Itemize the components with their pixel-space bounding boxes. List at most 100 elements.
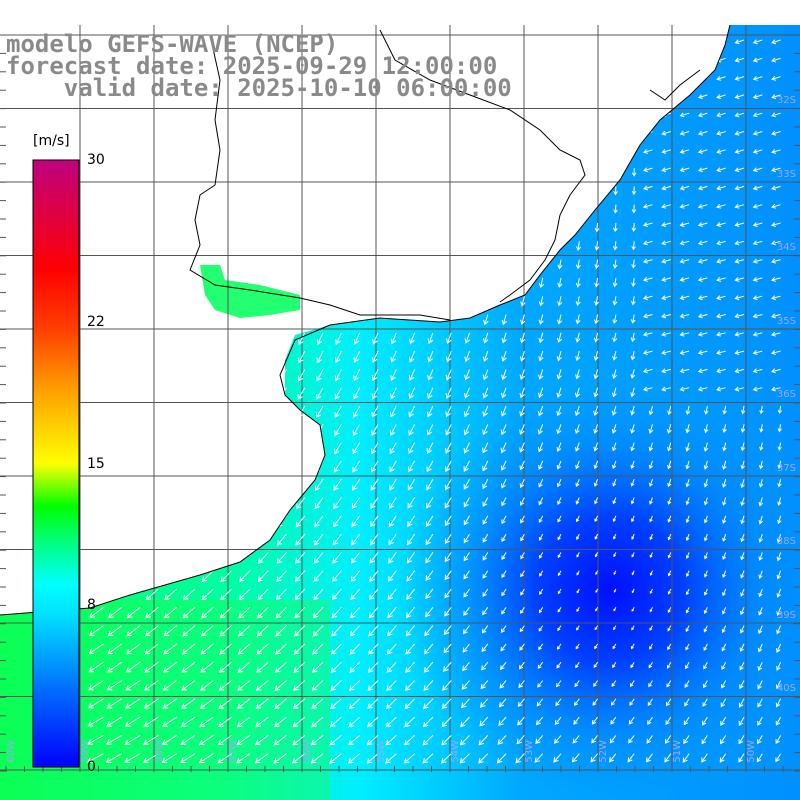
wind-arrow: [631, 588, 635, 594]
wind-arrow: [182, 625, 196, 637]
wind-arrow: [236, 734, 251, 746]
wind-arrow: [628, 735, 635, 744]
wind-arrow: [661, 368, 671, 374]
wind-arrow: [734, 203, 745, 209]
wind-arrow: [593, 479, 599, 487]
wind-arrow: [775, 735, 782, 745]
wind-arrow: [642, 222, 653, 227]
wind-arrow: [642, 350, 653, 355]
river-plate-estuary: [200, 265, 300, 318]
wind-arrow: [86, 753, 104, 763]
wind-arrow: [348, 735, 361, 746]
wind-arrow: [752, 185, 763, 191]
wind-arrow: [661, 350, 671, 355]
wind-arrow: [685, 607, 690, 614]
wind-arrow: [254, 734, 269, 746]
wind-arrow: [107, 643, 123, 655]
wind-arrow: [716, 222, 726, 227]
wind-arrow: [316, 332, 324, 346]
wind-arrow: [575, 332, 581, 343]
wind-arrow: [722, 588, 727, 597]
wind-arrow: [144, 680, 159, 691]
wind-arrow: [697, 94, 708, 99]
wind-arrow: [463, 588, 470, 598]
wind-arrow: [685, 460, 690, 470]
wind-arrow: [758, 533, 763, 543]
wind-arrow: [630, 643, 635, 650]
wind-arrow: [387, 570, 397, 582]
wind-arrow: [406, 570, 416, 582]
wind-arrow: [679, 112, 690, 118]
wind-arrow: [199, 698, 214, 709]
wind-arrow: [88, 625, 104, 637]
wind-arrow: [537, 424, 544, 435]
wind-arrow: [703, 533, 708, 542]
wind-arrow: [351, 497, 361, 510]
lat-label: 34S: [776, 242, 796, 254]
wind-arrow: [535, 735, 544, 745]
wind-arrow: [257, 552, 269, 565]
wind-arrow: [313, 588, 324, 601]
wind-arrow: [329, 735, 342, 746]
wind-arrow: [630, 661, 635, 669]
wind-arrow: [161, 753, 177, 764]
wind-arrow: [557, 497, 562, 505]
wind-arrow: [348, 680, 361, 692]
wind-arrow: [501, 497, 507, 507]
wind-arrow: [310, 753, 324, 764]
wind-arrow: [613, 607, 617, 612]
wind-arrow: [330, 680, 342, 692]
wind-arrow: [716, 112, 726, 118]
wind-arrow: [481, 643, 489, 653]
wind-arrow: [613, 204, 618, 214]
wind-arrow: [702, 680, 708, 689]
wind-arrow: [613, 186, 618, 196]
wind-arrow: [162, 661, 178, 673]
wind-arrow: [349, 661, 361, 673]
wind-arrow: [220, 570, 232, 583]
lat-label: 32S: [776, 95, 796, 107]
wind-arrow: [520, 296, 526, 307]
wind-arrow: [684, 698, 690, 707]
wind-arrow: [353, 387, 361, 400]
wind-arrow: [648, 405, 654, 416]
wind-arrow: [685, 424, 691, 434]
lon-label: 58W: [154, 740, 165, 763]
wind-arrow: [612, 259, 618, 269]
wind-arrow: [553, 735, 562, 744]
wind-arrow: [576, 552, 580, 558]
wind-arrow: [702, 698, 708, 707]
wind-arrow: [445, 460, 452, 473]
wind-arrow: [256, 606, 269, 619]
wind-arrow: [716, 75, 726, 81]
wind-arrow: [124, 734, 141, 745]
wind-arrow: [556, 442, 562, 453]
wind-arrow: [274, 698, 287, 710]
wind-arrow: [740, 607, 745, 616]
wind-arrow: [630, 314, 636, 324]
wind-arrow: [517, 716, 525, 726]
wind-arrow: [144, 661, 159, 673]
wind-arrow: [368, 588, 379, 601]
lat-label: 36S: [776, 389, 796, 401]
wind-arrow: [479, 698, 489, 708]
wind-arrow: [482, 387, 489, 399]
wind-arrow: [200, 643, 214, 655]
wind-arrow: [612, 369, 617, 380]
wind-arrow: [463, 424, 470, 436]
wind-arrow: [612, 661, 617, 669]
wind-arrow: [440, 753, 452, 764]
wind-arrow: [642, 313, 653, 319]
lon-label: 51W: [672, 740, 683, 763]
wind-arrow: [425, 606, 434, 618]
colorbar: [32, 159, 80, 768]
wind-arrow: [752, 130, 763, 136]
wind-arrow: [482, 424, 489, 436]
wind-arrow: [482, 369, 489, 381]
wind-arrow: [311, 698, 324, 710]
wind-arrow: [180, 698, 196, 709]
wind-arrow: [444, 552, 452, 563]
wind-arrow: [556, 387, 562, 399]
colorbar-tick-22: 22: [87, 313, 105, 330]
wind-arrow: [664, 753, 672, 763]
